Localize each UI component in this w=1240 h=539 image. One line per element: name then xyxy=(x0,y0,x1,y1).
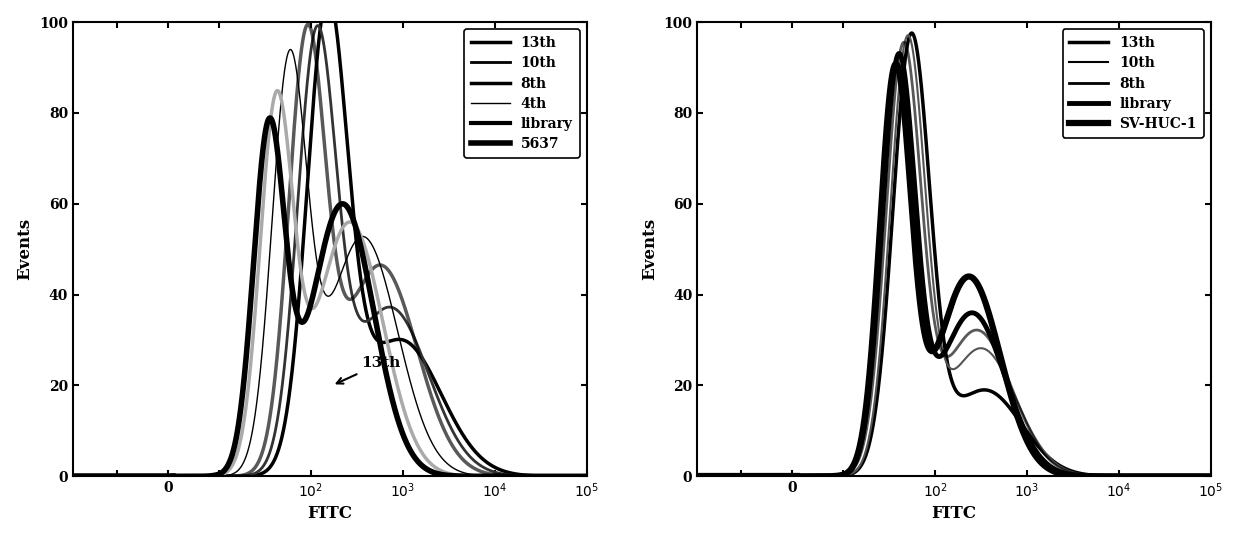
Y-axis label: Events: Events xyxy=(16,218,33,280)
Y-axis label: Events: Events xyxy=(641,218,658,280)
Text: 13th: 13th xyxy=(337,356,401,384)
X-axis label: FITC: FITC xyxy=(308,506,352,522)
X-axis label: FITC: FITC xyxy=(931,506,976,522)
Legend: 13th, 10th, 8th, 4th, library, 5637: 13th, 10th, 8th, 4th, library, 5637 xyxy=(464,29,579,158)
Legend: 13th, 10th, 8th, library, SV-HUC-1: 13th, 10th, 8th, library, SV-HUC-1 xyxy=(1063,29,1204,138)
